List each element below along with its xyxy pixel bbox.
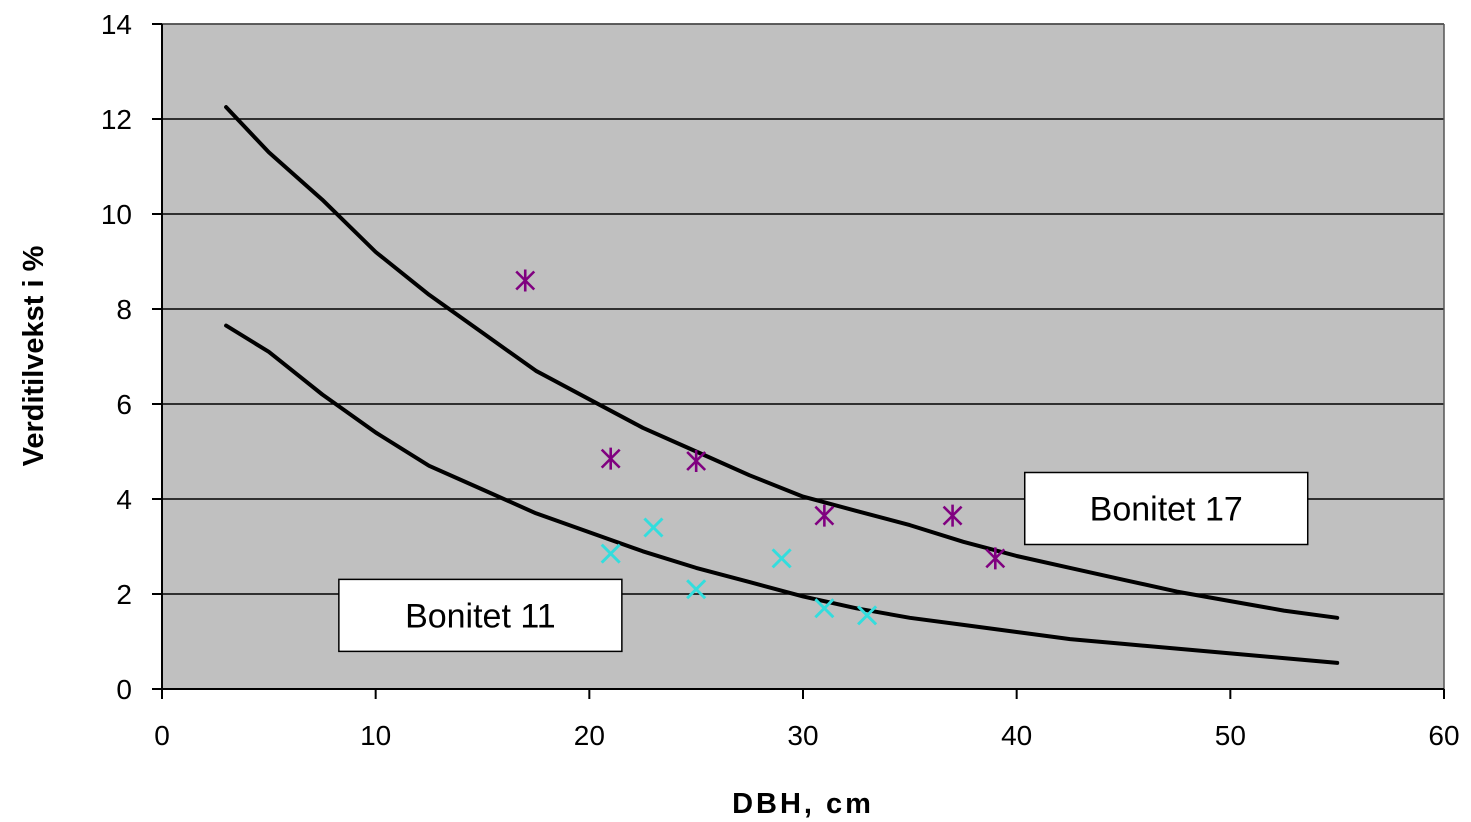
y-tick-label-6: 6 — [116, 389, 132, 420]
point-series2-4 — [771, 548, 792, 569]
point-series1-3 — [686, 450, 707, 472]
point-series1-1 — [515, 269, 536, 292]
annotations: Bonitet 17 Bonitet 11 — [338, 471, 1309, 653]
y-tick-label-0: 0 — [116, 674, 132, 705]
x-tick-labels: 0 10 20 30 40 50 60 — [154, 720, 1459, 751]
x-tick-label-50: 50 — [1215, 720, 1246, 751]
x-tick-label-20: 20 — [574, 720, 605, 751]
y-tick-label-8: 8 — [116, 294, 132, 325]
x-tick-label-40: 40 — [1001, 720, 1032, 751]
point-series1-2 — [600, 447, 621, 470]
point-stroke — [643, 517, 664, 538]
x-axis-title: DBH, cm — [732, 788, 874, 820]
point-stroke — [814, 598, 835, 619]
curve-2 — [224, 323, 1340, 665]
point-series2-1 — [600, 543, 621, 564]
y-tick-label-14: 14 — [101, 9, 132, 40]
annotation-box — [338, 578, 623, 653]
axes — [152, 23, 1445, 699]
x-tick-label-0: 0 — [154, 720, 170, 751]
point-stroke — [686, 579, 707, 600]
annotation-label: Bonitet 11 — [405, 597, 556, 635]
x-tick-label-60: 60 — [1428, 720, 1459, 751]
point-series1-5 — [942, 504, 963, 527]
point-series2-2 — [643, 517, 664, 538]
point-series2-5 — [814, 598, 835, 619]
point-stroke — [771, 548, 792, 569]
y-tick-label-2: 2 — [116, 579, 132, 610]
point-series2-6 — [857, 605, 878, 626]
data-points — [515, 269, 1006, 626]
point-stroke — [600, 543, 621, 564]
point-series2-3 — [686, 579, 707, 600]
annotation-2: Bonitet 11 — [338, 578, 623, 653]
y-tick-label-10: 10 — [101, 199, 132, 230]
x-tick-label-30: 30 — [787, 720, 818, 751]
annotation-1: Bonitet 17 — [1023, 471, 1309, 546]
y-tick-label-12: 12 — [101, 104, 132, 135]
y-axis-title: Verditilvekst i % — [18, 245, 50, 466]
curve-1 — [224, 105, 1340, 620]
point-series1-6 — [985, 547, 1006, 570]
point-series1-4 — [814, 504, 835, 527]
y-tick-label-4: 4 — [116, 484, 132, 515]
curves — [224, 105, 1340, 665]
x-tick-label-10: 10 — [360, 720, 391, 751]
plot-area — [162, 24, 1444, 689]
annotation-label: Bonitet 17 — [1090, 491, 1243, 529]
annotation-box — [1023, 471, 1309, 546]
point-stroke — [857, 605, 878, 626]
y-tick-labels: 0 2 4 6 8 10 12 14 — [101, 9, 132, 705]
